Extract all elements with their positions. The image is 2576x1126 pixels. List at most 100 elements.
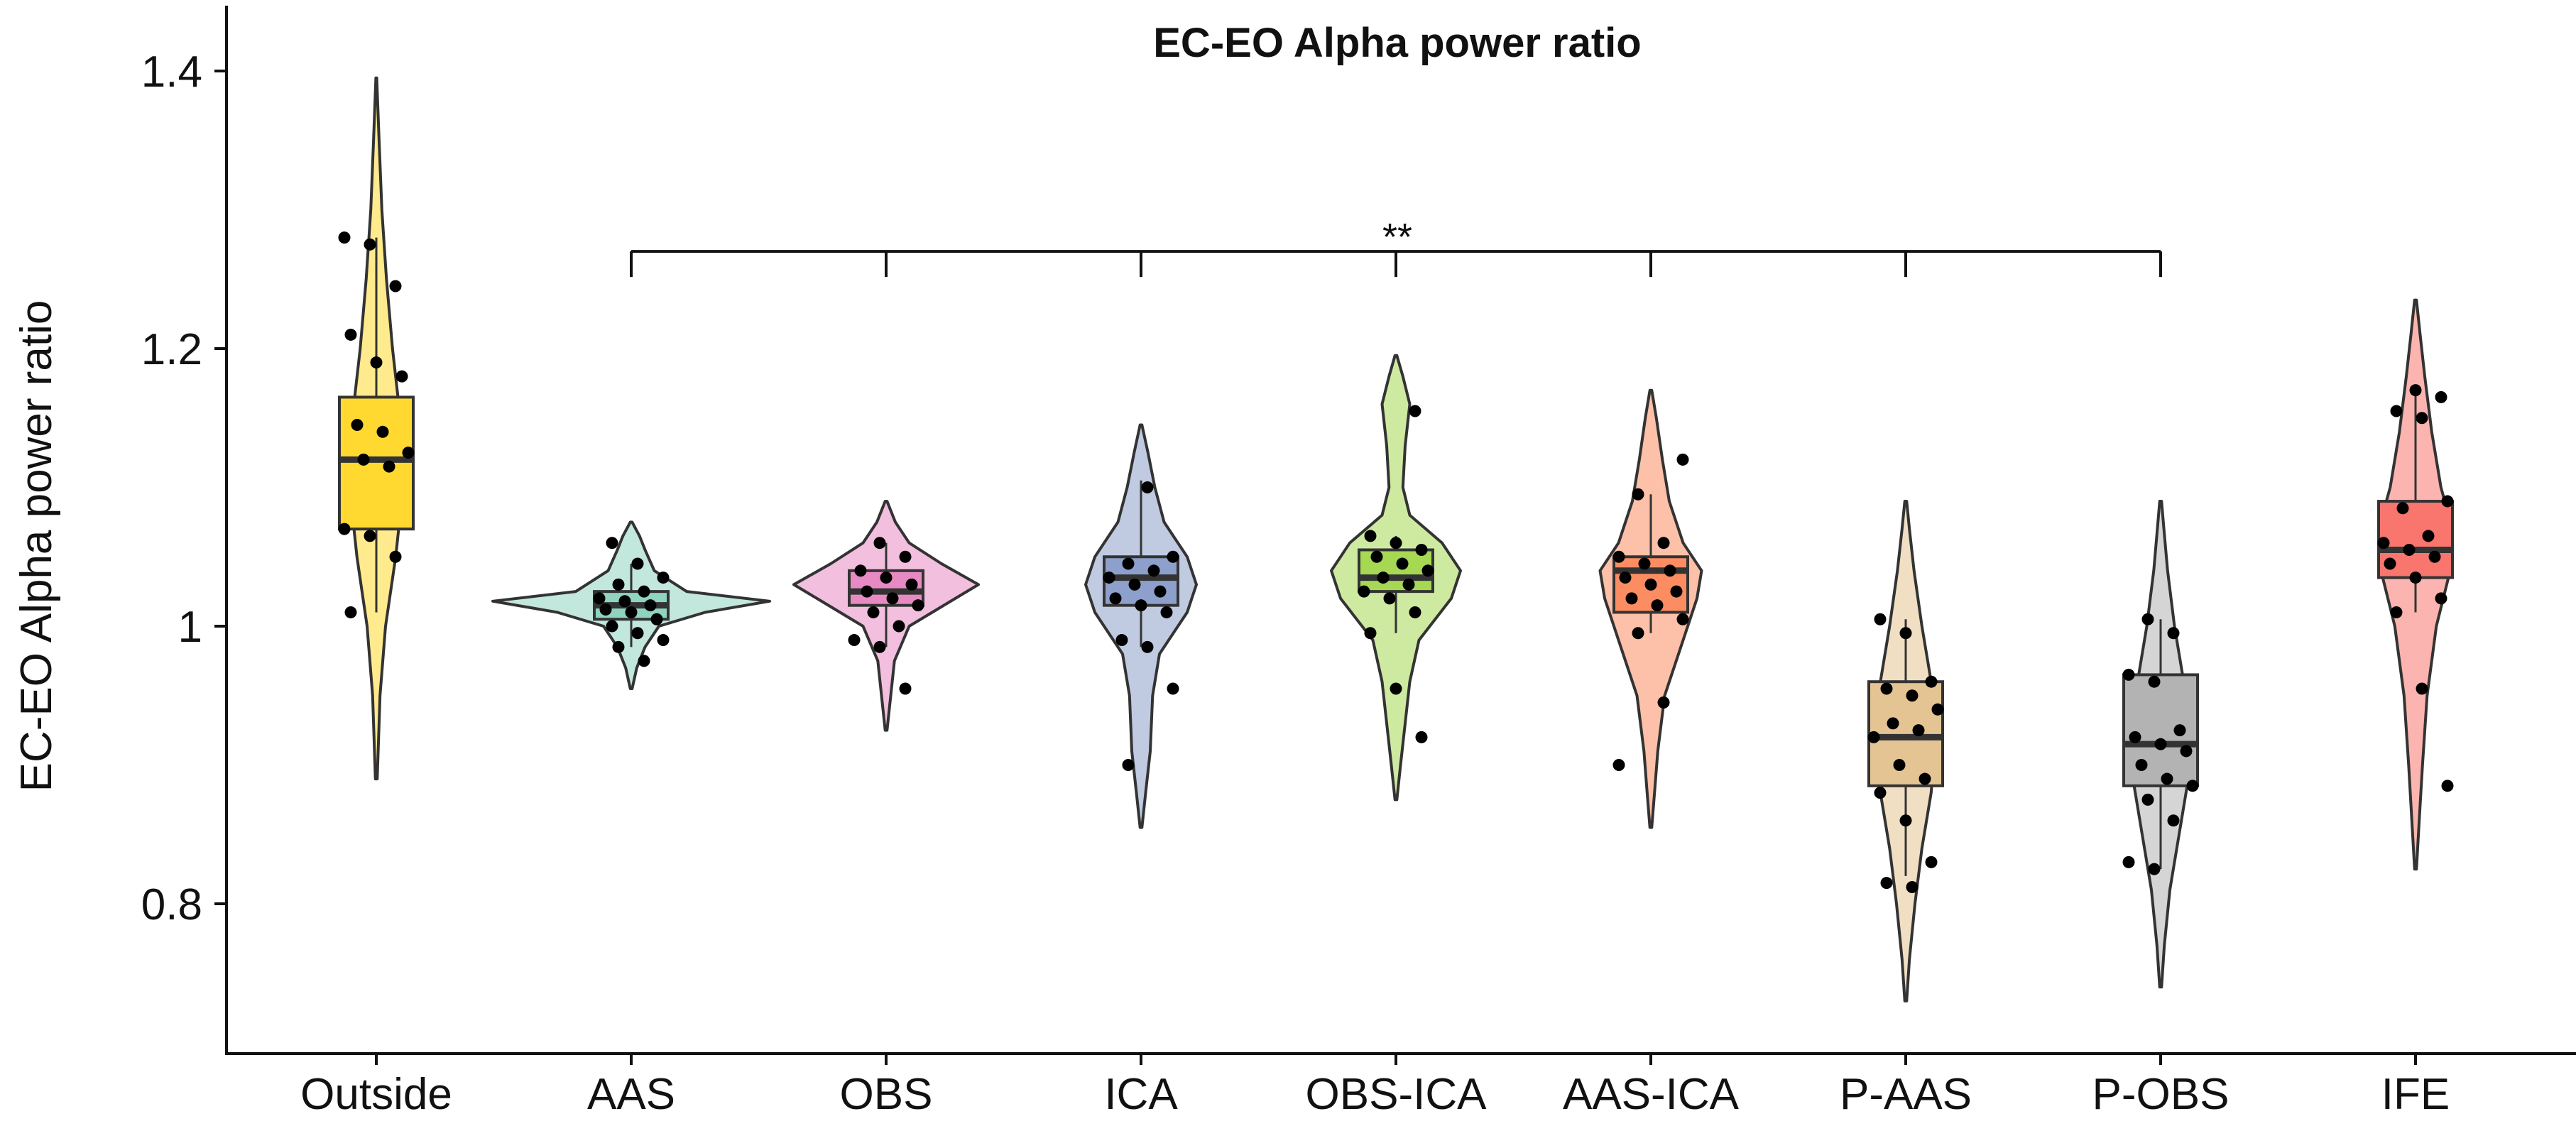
data-point [867,606,880,618]
data-point [1122,759,1135,771]
data-point [1370,550,1383,563]
data-point [2129,731,2141,743]
significance-bracket: ** [630,216,2162,278]
data-point [2167,814,2180,827]
data-point [1919,772,1931,785]
data-point [2435,592,2447,605]
data-point [2148,863,2161,875]
data-point [1396,557,1409,570]
data-point [886,592,899,605]
data-point [1147,564,1160,577]
violin-group [2122,500,2199,989]
data-point [631,557,644,570]
data-point [2122,668,2135,681]
data-point [1874,787,1887,799]
data-point [638,585,650,598]
data-point [848,634,861,647]
data-point [1167,550,1179,563]
data-point [606,537,618,550]
data-point [1899,627,1912,640]
data-point [1612,550,1625,563]
data-point [644,599,657,612]
data-point [402,447,415,459]
data-point [2416,412,2428,425]
data-point [1383,592,1396,605]
data-point [1632,488,1644,501]
data-point [1644,578,1657,591]
data-point [1657,696,1670,709]
data-point [2396,502,2409,515]
x-tick-label: AAS-ICA [1563,1070,1740,1119]
data-point [2416,682,2428,695]
data-point [1390,682,1402,695]
data-point [1657,537,1670,550]
data-point [1409,405,1421,417]
data-point [1402,578,1415,591]
data-point [344,328,357,341]
data-point [1931,703,1944,716]
x-tick-label: AAS [587,1070,675,1119]
data-point [395,370,408,383]
data-point [1906,881,1919,894]
data-point [1880,877,1893,890]
data-point [612,578,625,591]
x-tick-label: OBS-ICA [1306,1070,1488,1119]
data-point [2403,543,2416,556]
chart-title: EC-EO Alpha power ratio [1153,20,1641,66]
data-point [351,419,364,432]
violin-group [491,520,771,690]
data-point [1128,578,1141,591]
data-point [650,613,663,625]
data-point [370,356,383,369]
violin-group [2377,298,2454,871]
data-point [1141,640,1154,653]
data-point [1880,682,1893,695]
data-point [893,620,905,633]
data-point [2390,405,2403,417]
data-point [861,585,873,598]
data-point [1135,599,1147,612]
data-point [1421,564,1434,577]
data-point [1676,613,1689,625]
data-point [1906,689,1919,702]
data-point [338,231,351,244]
data-point [854,564,867,577]
data-point [2122,856,2135,868]
data-point [1664,564,1676,577]
data-point [638,655,650,667]
data-point [1415,731,1428,743]
data-point [625,606,638,618]
data-point [1676,453,1689,466]
box [2122,673,2199,787]
data-point [1670,585,1683,598]
data-point [2428,550,2441,563]
data-point [1141,481,1154,493]
data-point [364,530,376,542]
data-point [2377,537,2390,550]
data-point [344,606,357,618]
x-tick-label: Outside [300,1070,452,1119]
data-point [1612,759,1625,771]
data-point [2409,572,2422,584]
y-tick-label: 0.8 [141,880,202,929]
data-point [873,640,886,653]
data-point [905,578,918,591]
data-point [1390,537,1402,550]
violin-group [1867,500,1944,1002]
data-point [1899,814,1912,827]
x-tick-label: OBS [840,1070,933,1119]
data-point [1358,585,1370,598]
y-ticks: 0.8 1 1.2 1.4 [141,48,227,929]
data-point [376,425,389,438]
data-point [1638,557,1651,570]
violin-group [792,500,980,732]
data-point [1619,572,1632,584]
data-point [1867,731,1880,743]
plot-area [338,76,2454,1002]
x-ticks: Outside AAS OBS ICA OBS-ICA AAS-ICA P-AAS P-OBS… [300,1054,2450,1119]
data-point [1109,592,1122,605]
data-point [599,603,612,616]
data-point [2384,557,2396,570]
data-point [2141,613,2154,625]
data-point [2435,390,2447,403]
